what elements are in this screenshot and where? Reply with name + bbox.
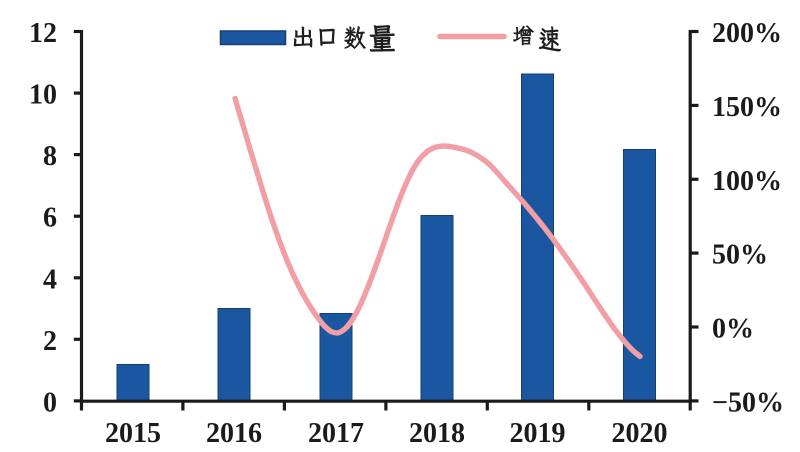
svg-text:8: 8 — [43, 141, 57, 172]
svg-text:100%: 100% — [712, 166, 782, 197]
svg-text:50%: 50% — [712, 240, 768, 271]
svg-text:2019: 2019 — [510, 418, 566, 449]
svg-text:12: 12 — [29, 18, 57, 49]
svg-text:150%: 150% — [712, 92, 782, 123]
svg-text:0: 0 — [43, 387, 57, 418]
svg-text:4: 4 — [43, 264, 57, 295]
svg-text:2016: 2016 — [206, 418, 262, 449]
svg-text:2020: 2020 — [612, 418, 668, 449]
svg-text:2017: 2017 — [308, 418, 364, 449]
svg-text:−50%: −50% — [712, 387, 784, 418]
svg-text:2: 2 — [43, 326, 57, 357]
svg-text:10: 10 — [29, 80, 57, 111]
svg-text:2018: 2018 — [409, 418, 465, 449]
svg-text:0%: 0% — [712, 314, 754, 345]
svg-text:6: 6 — [43, 203, 57, 234]
svg-text:2015: 2015 — [105, 418, 161, 449]
svg-text:200%: 200% — [712, 18, 782, 49]
